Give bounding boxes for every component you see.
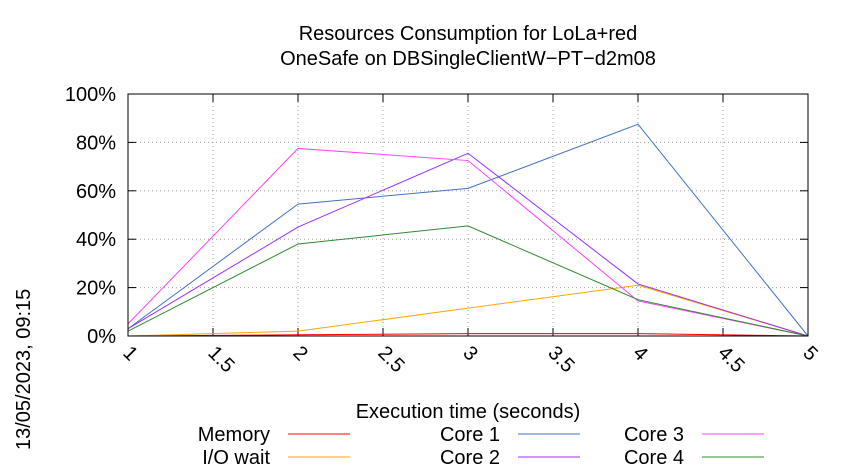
legend-label: Core 4 bbox=[624, 447, 684, 469]
x-tick-label: 1 bbox=[118, 342, 141, 365]
x-tick-label: 3 bbox=[458, 342, 481, 365]
grid bbox=[128, 94, 808, 336]
y-tick-label: 20% bbox=[76, 278, 116, 300]
y-tick-label: 80% bbox=[76, 132, 116, 154]
x-tick-label: 4 bbox=[628, 342, 651, 365]
y-tick-label: 60% bbox=[76, 181, 116, 203]
y-tick-label: 100% bbox=[65, 84, 116, 106]
chart-subtitle: OneSafe on DBSingleClientW−PT−d2m08 bbox=[280, 48, 656, 70]
series-line bbox=[127, 147, 809, 337]
legend-label: Core 2 bbox=[440, 447, 500, 469]
axis-ticks: 0% 20% 40% 60% 80% 100% 1 1.5 2 2.5 3 3.5 4 4.5 5 bbox=[65, 84, 822, 377]
series-line bbox=[127, 152, 809, 337]
legend-label: Core 3 bbox=[624, 424, 684, 446]
series-line bbox=[127, 284, 809, 337]
y-tick-label: 0% bbox=[87, 326, 116, 348]
y-tick-label: 40% bbox=[76, 229, 116, 251]
x-tick-label: 4.5 bbox=[713, 342, 748, 377]
legend-label: I/O wait bbox=[202, 447, 270, 469]
series-lines bbox=[127, 123, 809, 337]
x-tick-label: 1.5 bbox=[203, 342, 238, 377]
legend-label: Memory bbox=[198, 424, 270, 446]
x-tick-label: 2.5 bbox=[373, 342, 408, 377]
series-line bbox=[127, 123, 809, 337]
chart-title: Resources Consumption for LoLa+red bbox=[299, 23, 638, 45]
legend-label: Core 1 bbox=[440, 424, 500, 446]
x-tick-label: 5 bbox=[798, 342, 821, 365]
series-line bbox=[127, 333, 809, 337]
series-line bbox=[127, 225, 809, 337]
x-tick-label: 2 bbox=[288, 342, 311, 365]
timestamp-label: 13/05/2023, 09:15 bbox=[13, 289, 35, 450]
plot-frame bbox=[127, 93, 809, 337]
x-axis-label: Execution time (seconds) bbox=[356, 401, 581, 423]
x-tick-label: 3.5 bbox=[543, 342, 578, 377]
